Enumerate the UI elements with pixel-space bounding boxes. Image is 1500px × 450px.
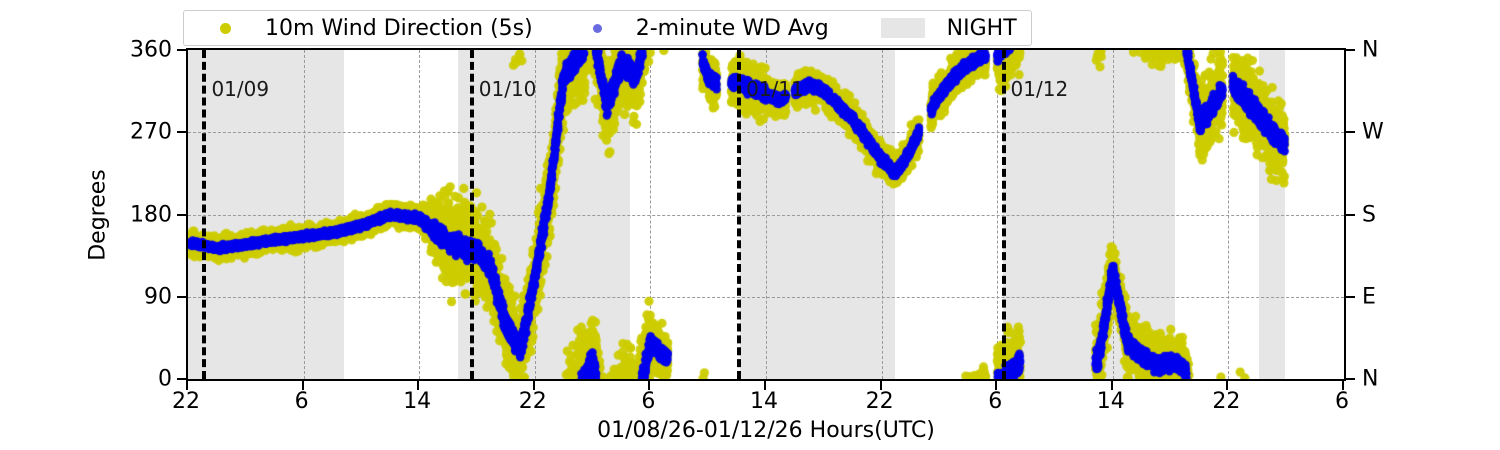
right-tick-mark bbox=[1346, 49, 1355, 51]
legend-label-wind-direction-5s: 10m Wind Direction (5s) bbox=[265, 15, 533, 41]
x-tick-label: 22 bbox=[172, 389, 200, 414]
legend-label-night: NIGHT bbox=[946, 15, 1017, 41]
right-tick-label: W bbox=[1362, 119, 1384, 145]
x-tick-mark bbox=[417, 381, 420, 390]
x-tick-mark bbox=[879, 381, 882, 390]
y-tick-label: 270 bbox=[130, 119, 172, 145]
y-tick-label: 0 bbox=[158, 366, 172, 392]
y-tick-mark bbox=[177, 213, 186, 216]
day-marker-label: 01/12 bbox=[1010, 77, 1069, 101]
y-axis-label: Degrees bbox=[85, 169, 111, 261]
x-tick-mark bbox=[301, 381, 304, 390]
day-marker-line bbox=[1001, 50, 1006, 379]
y-tick-label: 90 bbox=[144, 284, 172, 310]
x-tick-mark bbox=[186, 381, 188, 390]
y-tick-mark bbox=[177, 131, 186, 134]
day-marker-line bbox=[202, 50, 207, 379]
legend-marker-blue-dot bbox=[592, 23, 602, 33]
x-tick-label: 6 bbox=[988, 389, 1003, 414]
right-tick-label: S bbox=[1362, 202, 1376, 227]
scatter-data-canvas bbox=[188, 50, 1344, 379]
x-tick-label: 6 bbox=[1335, 389, 1349, 414]
right-tick-mark bbox=[1346, 213, 1355, 216]
x-tick-mark bbox=[1342, 381, 1344, 390]
y-tick-label: 180 bbox=[130, 202, 172, 227]
legend-entry-wd-avg: 2-minute WD Avg bbox=[571, 16, 829, 41]
day-marker-label: 01/10 bbox=[478, 77, 537, 101]
x-tick-mark bbox=[532, 381, 535, 390]
y-tick-mark bbox=[177, 49, 186, 51]
right-tick-mark bbox=[1346, 295, 1355, 298]
legend-marker-yellow-dot bbox=[220, 22, 231, 34]
x-tick-label: 22 bbox=[865, 389, 894, 414]
right-tick-label: N bbox=[1362, 37, 1379, 63]
right-tick-label: N bbox=[1362, 366, 1379, 392]
x-axis-title: 01/08/26-01/12/26 Hours(UTC) bbox=[597, 418, 935, 443]
x-tick-label: 6 bbox=[641, 389, 656, 414]
legend-marker-night-swatch bbox=[880, 18, 925, 38]
day-marker-line bbox=[469, 50, 474, 379]
legend-entry-wind-direction-5s: 10m Wind Direction (5s) bbox=[198, 16, 533, 41]
x-tick-label: 6 bbox=[294, 389, 309, 414]
x-tick-label: 14 bbox=[750, 389, 778, 414]
y-tick-mark bbox=[177, 295, 186, 298]
legend-label-wd-avg: 2-minute WD Avg bbox=[635, 15, 829, 41]
x-tick-mark bbox=[1226, 381, 1229, 390]
x-tick-label: 22 bbox=[518, 389, 547, 414]
right-tick-label: E bbox=[1362, 284, 1376, 310]
x-tick-mark bbox=[764, 381, 766, 390]
y-tick-label: 360 bbox=[130, 37, 172, 63]
x-tick-label: 14 bbox=[1096, 389, 1125, 414]
x-tick-label: 14 bbox=[403, 389, 432, 414]
y-tick-mark bbox=[177, 378, 186, 380]
day-marker-line bbox=[737, 50, 742, 379]
day-marker-label: 01/09 bbox=[211, 77, 270, 101]
chart-legend: 10m Wind Direction (5s) 2-minute WD Avg … bbox=[183, 10, 1032, 46]
x-tick-mark bbox=[1110, 381, 1113, 390]
right-tick-mark bbox=[1346, 378, 1355, 380]
right-tick-mark bbox=[1346, 131, 1355, 134]
x-tick-mark bbox=[995, 381, 998, 390]
x-tick-label: 22 bbox=[1212, 389, 1241, 414]
x-tick-mark bbox=[648, 381, 651, 390]
legend-entry-night: NIGHT bbox=[867, 16, 1017, 41]
plot-area: 01/09 01/10 01/11 01/12 bbox=[186, 48, 1346, 381]
day-marker-label: 01/11 bbox=[746, 77, 804, 101]
